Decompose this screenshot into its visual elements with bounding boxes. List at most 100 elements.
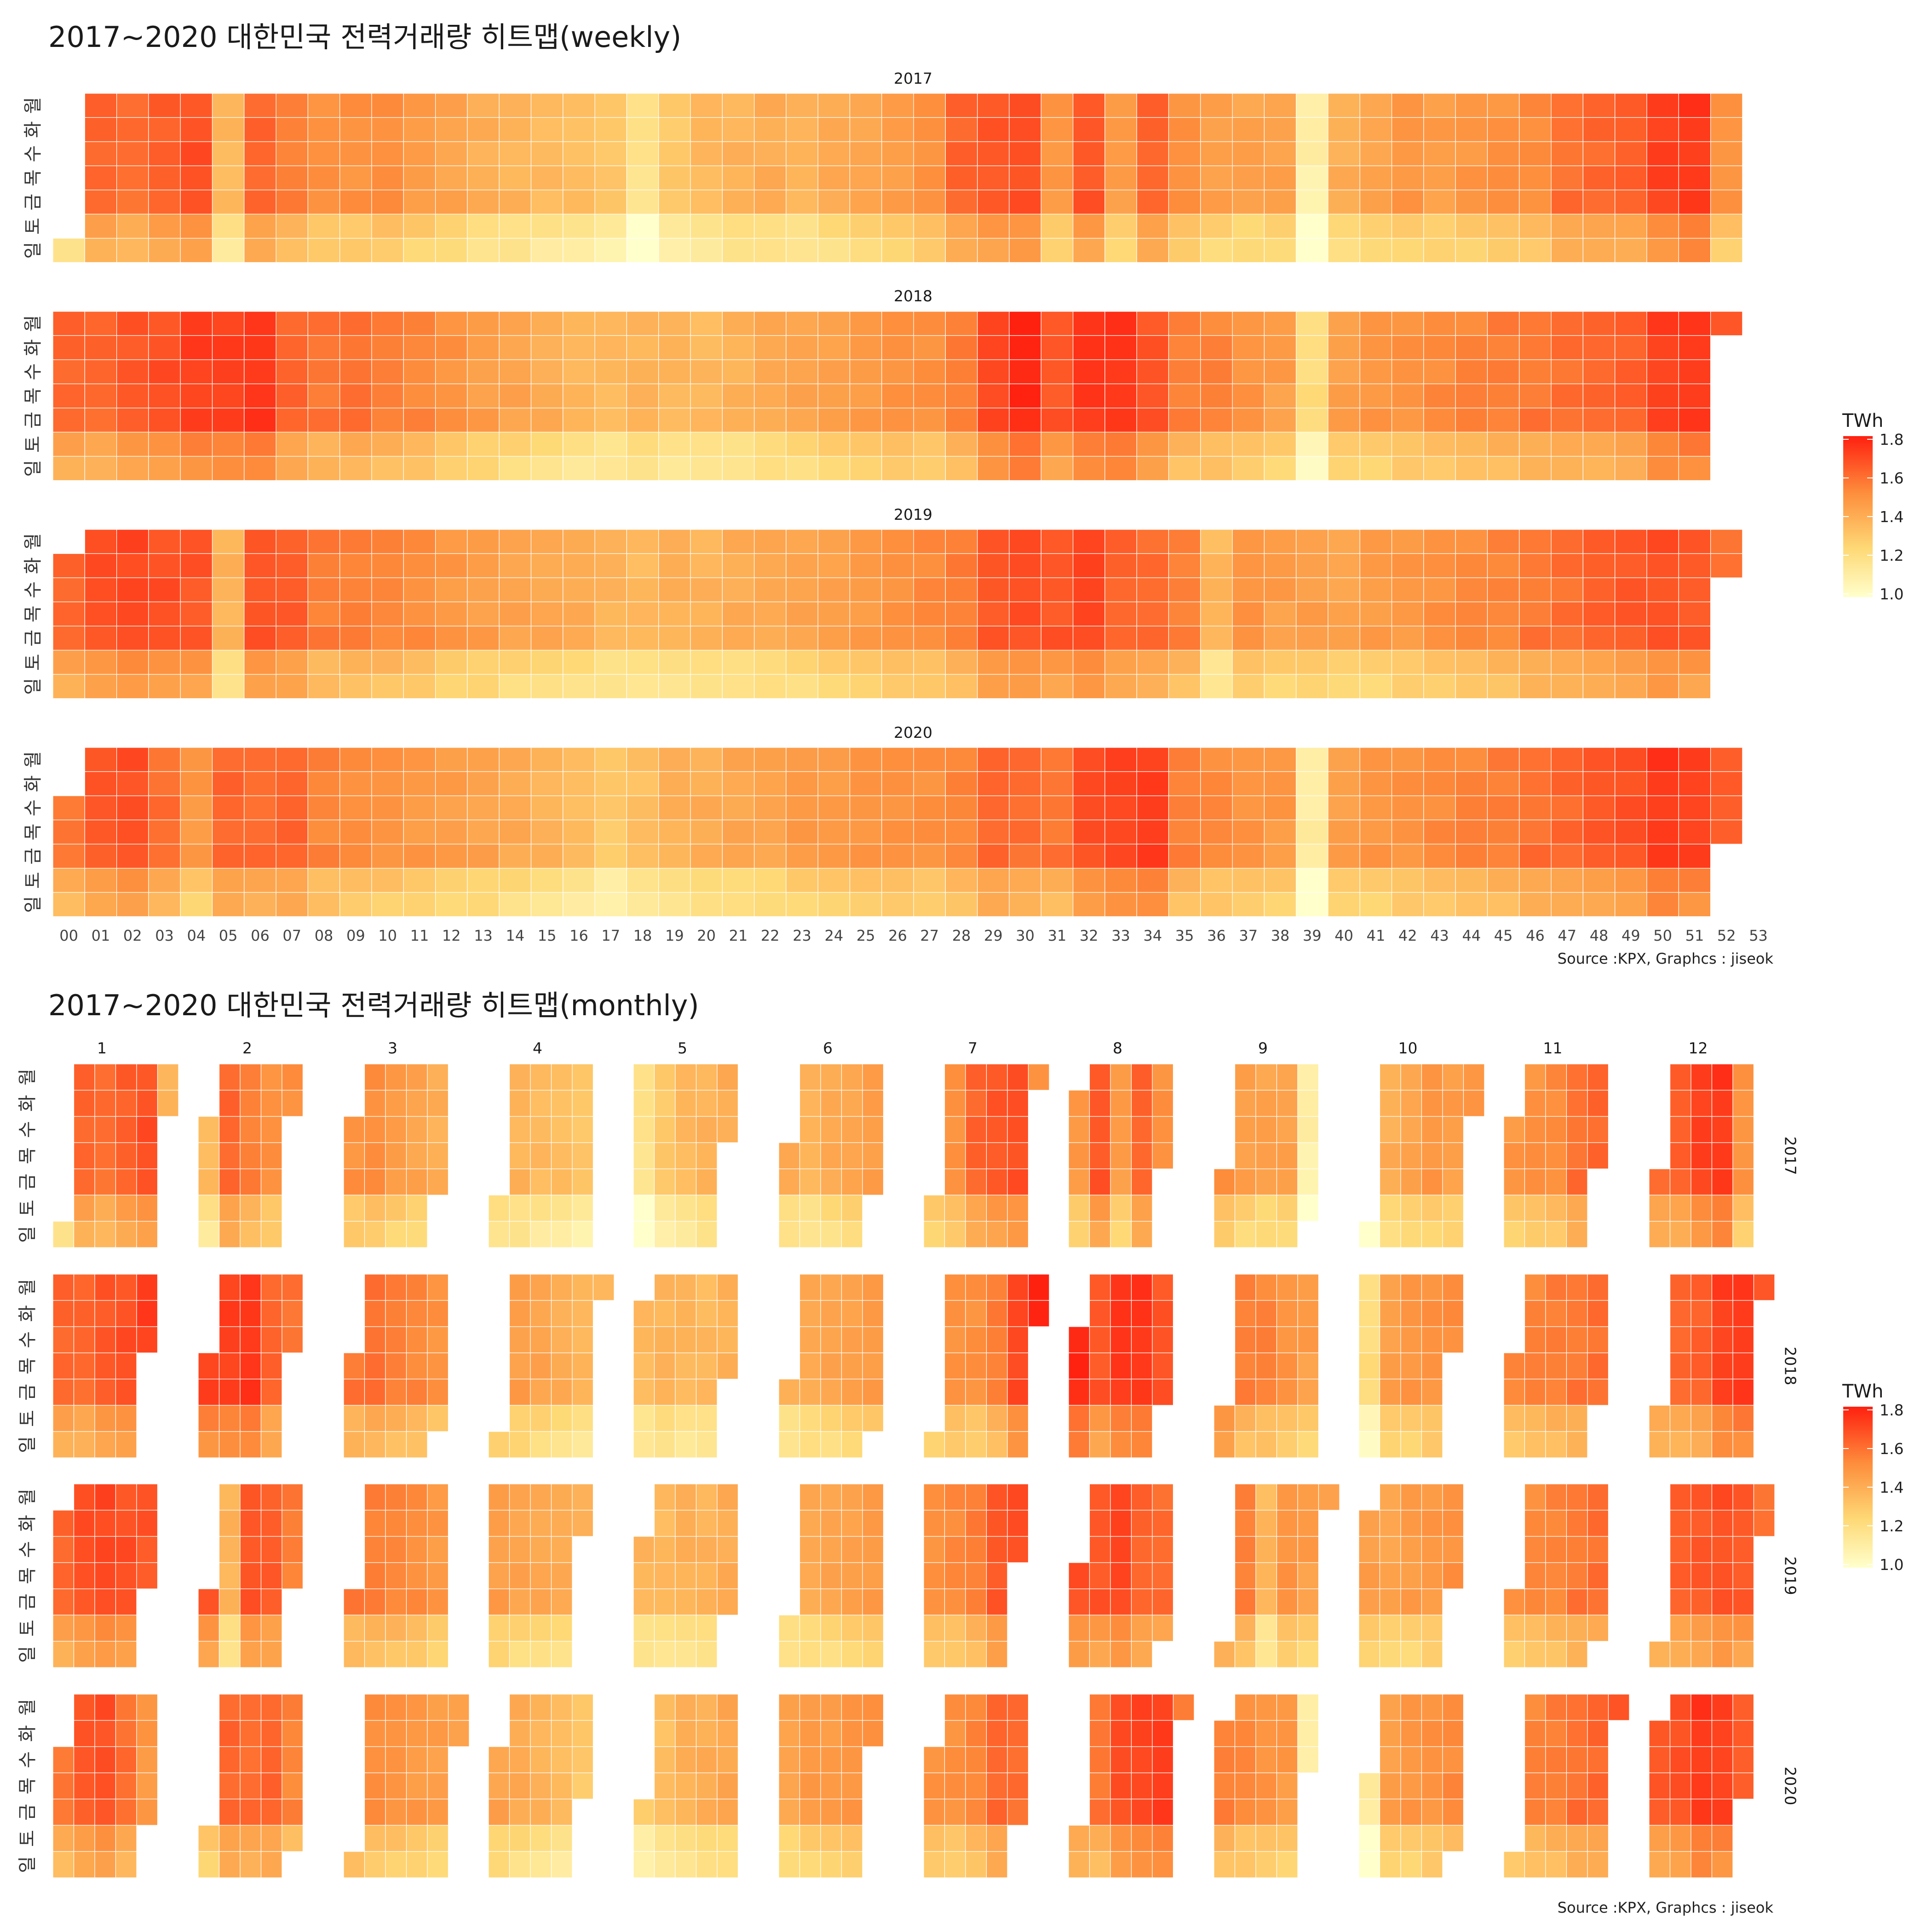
week-tick-label: 45	[1494, 927, 1513, 944]
monthly-cell	[1732, 1064, 1754, 1091]
monthly-cell	[1732, 1326, 1754, 1353]
monthly-cell	[675, 1772, 697, 1800]
monthly-cell	[488, 1431, 510, 1458]
monthly-cell	[364, 1615, 386, 1642]
monthly-cell	[1276, 1720, 1298, 1747]
monthly-cell	[260, 1064, 282, 1091]
monthly-cell	[572, 1300, 594, 1327]
weekly-cell	[1328, 868, 1360, 893]
monthly-weekday-label: 화	[17, 1515, 38, 1532]
monthly-cell	[1442, 1116, 1464, 1143]
monthly-cell	[1068, 1588, 1090, 1616]
monthly-cell	[282, 1326, 304, 1353]
monthly-cell	[572, 1484, 594, 1511]
monthly-cell	[509, 1405, 531, 1432]
weekly-cell	[786, 456, 818, 481]
weekly-cell	[435, 93, 468, 118]
monthly-cell	[1131, 1562, 1153, 1589]
weekly-cell	[244, 868, 276, 893]
weekly-cell	[1104, 311, 1137, 336]
monthly-cell	[343, 1641, 365, 1668]
weekly-cell	[563, 529, 595, 554]
monthly-cell	[1690, 1615, 1713, 1642]
weekly-cell	[945, 577, 978, 603]
weekly-cell	[753, 408, 787, 433]
weekly-cell	[913, 431, 946, 457]
monthly-cell	[1587, 1379, 1609, 1406]
weekly-cell	[1041, 456, 1074, 481]
monthly-cell	[1089, 1064, 1111, 1091]
weekly-cell	[690, 601, 723, 627]
week-tick-label: 50	[1653, 927, 1672, 944]
weekly-cell	[786, 771, 818, 796]
monthly-cell	[1358, 1326, 1380, 1353]
weekly-cell	[690, 553, 723, 578]
weekly-cell	[1359, 431, 1392, 457]
monthly-cell	[1255, 1431, 1277, 1458]
weekly-cell	[563, 868, 595, 893]
weekly-cell	[1264, 93, 1297, 118]
weekly-cell	[307, 335, 340, 360]
monthly-cell	[427, 1064, 449, 1091]
week-tick-label: 43	[1430, 927, 1449, 944]
weekly-cell	[403, 93, 436, 118]
weekly-cell	[1200, 383, 1233, 408]
weekly-cell	[881, 165, 914, 190]
weekly-cell	[849, 819, 882, 845]
monthly-cell	[1587, 1694, 1609, 1721]
monthly-cell	[1711, 1588, 1733, 1616]
weekly-cell	[499, 141, 532, 167]
monthly-cell	[385, 1431, 407, 1458]
monthly-cell	[1690, 1064, 1713, 1091]
monthly-cell	[654, 1536, 676, 1563]
monthly-cell	[136, 1274, 158, 1301]
weekly-cell	[594, 383, 627, 408]
weekly-cell	[626, 335, 659, 360]
monthly-cell	[1358, 1562, 1380, 1589]
weekly-cell	[1009, 383, 1041, 408]
weekly-cell	[849, 117, 882, 142]
monthly-cell	[1297, 1142, 1319, 1169]
monthly-cell	[1421, 1851, 1443, 1878]
monthly-cell	[73, 1300, 95, 1327]
monthly-cell	[1358, 1799, 1380, 1826]
monthly-cell	[1587, 1300, 1609, 1327]
weekly-cell	[307, 311, 340, 336]
weekly-cell	[1104, 819, 1137, 845]
weekly-cell	[1582, 674, 1616, 699]
monthly-cell	[218, 1615, 241, 1642]
weekly-cell	[403, 335, 436, 360]
monthly-cell	[696, 1720, 718, 1747]
monthly-cell	[1089, 1588, 1111, 1616]
weekly-cell	[84, 93, 117, 118]
weekly-cell	[849, 141, 882, 167]
week-tick-label: 37	[1239, 927, 1258, 944]
monthly-cell	[944, 1379, 966, 1406]
weekly-cell	[881, 456, 914, 481]
monthly-cell	[94, 1641, 116, 1668]
weekly-weekday-label: 목	[23, 823, 44, 840]
weekly-cell	[403, 892, 436, 917]
monthly-cell	[778, 1195, 800, 1222]
weekly-cell	[499, 93, 532, 118]
weekly-cell	[1678, 238, 1711, 263]
weekly-cell	[1392, 456, 1424, 481]
weekly-cell	[1200, 747, 1233, 772]
monthly-cell	[633, 1588, 655, 1616]
weekly-cell	[148, 238, 181, 263]
monthly-cell	[260, 1536, 282, 1563]
weekly-cell	[1104, 456, 1137, 481]
weekly-cell	[722, 553, 755, 578]
monthly-cell	[1711, 1484, 1733, 1511]
monthly-cell	[1068, 1168, 1090, 1196]
monthly-cell	[799, 1510, 821, 1537]
weekly-cell	[626, 819, 659, 845]
weekly-cell	[212, 771, 245, 796]
monthly-cell	[1711, 1195, 1733, 1222]
monthly-cell	[841, 1851, 863, 1878]
weekly-cell	[1009, 408, 1041, 433]
weekly-cell	[563, 431, 595, 457]
monthly-cell	[73, 1064, 95, 1091]
monthly-cell	[572, 1510, 594, 1537]
